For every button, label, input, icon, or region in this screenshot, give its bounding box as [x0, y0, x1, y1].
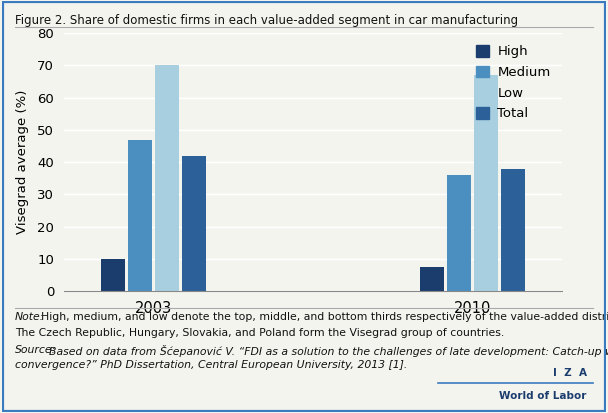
Bar — [182, 156, 206, 291]
Text: Based on data from Šćepanović V. “FDI as a solution to the challenges of late de: Based on data from Šćepanović V. “FDI as… — [49, 345, 608, 357]
Text: World of Labor: World of Labor — [499, 392, 587, 401]
Bar — [101, 259, 125, 291]
Text: I  Z  A: I Z A — [553, 368, 587, 378]
Bar — [474, 75, 498, 291]
Text: Note:: Note: — [15, 312, 44, 322]
Bar — [128, 140, 152, 291]
Y-axis label: Visegrad average (%): Visegrad average (%) — [16, 90, 29, 234]
Bar — [420, 267, 444, 291]
Text: Figure 2. Share of domestic firms in each value-added segment in car manufacturi: Figure 2. Share of domestic firms in eac… — [15, 14, 519, 27]
Text: The Czech Republic, Hungary, Slovakia, and Poland form the Visegrad group of cou: The Czech Republic, Hungary, Slovakia, a… — [15, 328, 505, 338]
Bar — [155, 65, 179, 291]
Text: High, medium, and low denote the top, middle, and bottom thirds respectively of : High, medium, and low denote the top, mi… — [41, 312, 608, 322]
Bar — [501, 169, 525, 291]
Text: Source:: Source: — [15, 345, 57, 355]
Text: convergence?” PhD Dissertation, Central European University, 2013 [1].: convergence?” PhD Dissertation, Central … — [15, 360, 407, 370]
Legend: High, Medium, Low, Total: High, Medium, Low, Total — [471, 40, 556, 126]
Bar — [447, 175, 471, 291]
